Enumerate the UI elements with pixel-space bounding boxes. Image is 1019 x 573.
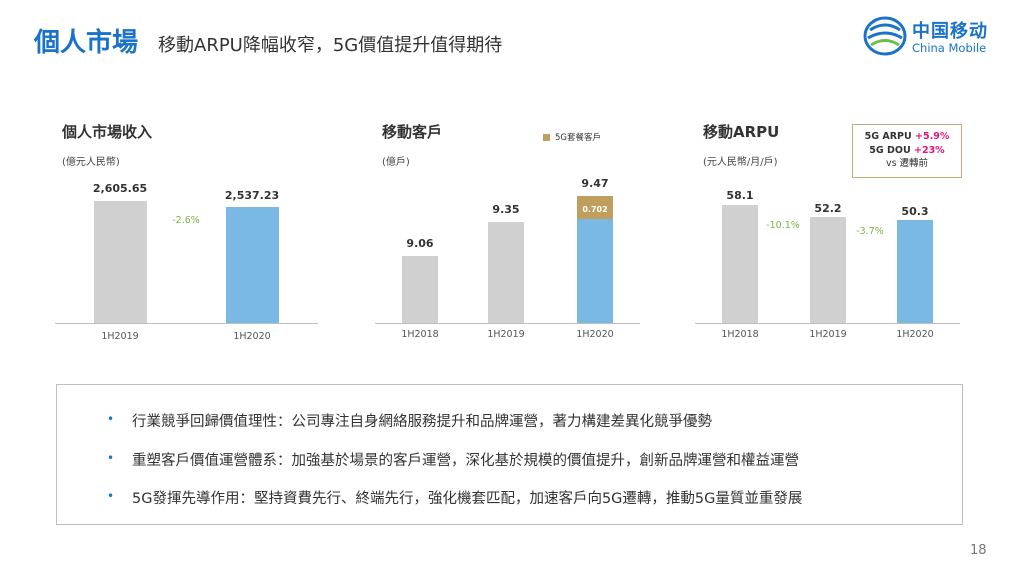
bar-1h2020 bbox=[226, 207, 279, 323]
value-label: 9.35 bbox=[492, 203, 520, 216]
segment-label: 0.702 bbox=[582, 205, 608, 214]
5g-arpu-label: 5G ARPU bbox=[864, 131, 916, 142]
bullet-item: 重塑客戶價值運營體系：加強基於場景的客戶運營，深化基於規模的價值提升，創新品牌運… bbox=[132, 453, 799, 469]
tick-label: 1H2019 bbox=[487, 329, 525, 340]
legend-swatch bbox=[543, 134, 550, 141]
x-axis bbox=[55, 323, 318, 324]
china-mobile-logo-icon bbox=[863, 16, 907, 56]
bar-1h2018 bbox=[722, 205, 758, 323]
bar-1h2019 bbox=[810, 217, 846, 323]
value-label: 58.1 bbox=[726, 189, 754, 202]
5g-growth-note: 5G ARPU +5.9% 5G DOU +23% vs 遷轉前 bbox=[852, 124, 962, 178]
tick-label: 1H2020 bbox=[233, 331, 271, 342]
chart-title: 移動客戶 bbox=[382, 123, 443, 141]
tick-label: 1H2018 bbox=[721, 329, 759, 340]
bullet-item: 5G發揮先導作用：堅持資費先行、終端先行，強化機套匹配，加速客戶向5G遷轉，推動… bbox=[132, 491, 803, 507]
bar-1h2019 bbox=[94, 201, 147, 323]
change-label: -2.6% bbox=[172, 215, 200, 226]
tick-label: 1H2019 bbox=[809, 329, 847, 340]
page-subtitle: 移動ARPU降幅收窄，5G價值提升值得期待 bbox=[158, 35, 503, 56]
tick-label: 1H2019 bbox=[101, 331, 139, 342]
5g-dou-value: +23% bbox=[914, 144, 945, 156]
tick-label: 1H2020 bbox=[896, 329, 934, 340]
bullet-marker: • bbox=[107, 412, 115, 426]
page-title: 個人市場 bbox=[34, 28, 139, 58]
legend-label: 5G套餐客戶 bbox=[555, 133, 601, 143]
5g-dou-line: 5G DOU +23% bbox=[853, 144, 961, 158]
change-label: -3.7% bbox=[856, 226, 884, 237]
value-label: 9.06 bbox=[406, 237, 434, 250]
logo-chinese-text: 中国移动 bbox=[912, 21, 988, 42]
logo-english-text: China Mobile bbox=[912, 41, 987, 55]
chart-unit: (億戶) bbox=[382, 157, 410, 168]
bar-1h2019 bbox=[488, 222, 524, 323]
value-label: 50.3 bbox=[901, 205, 929, 218]
value-label: 2,537.23 bbox=[224, 189, 280, 202]
bullet-item: 行業競爭回歸價值理性：公司專注自身網絡服務提升和品牌運營，著力構建差異化競爭優勢 bbox=[132, 414, 712, 430]
key-points-box: • 行業競爭回歸價值理性：公司專注自身網絡服務提升和品牌運營，著力構建差異化競爭… bbox=[56, 384, 963, 525]
chart-unit: (億元人民幣) bbox=[62, 157, 120, 168]
5g-arpu-value: +5.9% bbox=[915, 131, 950, 142]
tick-label: 1H2018 bbox=[401, 329, 439, 340]
chart-title: 移動ARPU bbox=[703, 123, 780, 141]
change-label: -10.1% bbox=[766, 220, 800, 231]
x-axis bbox=[375, 323, 640, 324]
value-label: 2,605.65 bbox=[92, 182, 148, 195]
bullet-marker: • bbox=[107, 489, 115, 503]
chart-title: 個人市場收入 bbox=[62, 123, 153, 141]
bar-1h2018 bbox=[402, 256, 438, 323]
5g-dou-label: 5G DOU bbox=[869, 144, 914, 156]
5g-arpu-line: 5G ARPU +5.9% bbox=[853, 130, 961, 144]
tick-label: 1H2020 bbox=[576, 329, 614, 340]
bar-1h2020 bbox=[577, 219, 613, 323]
bar-5g-package-segment bbox=[577, 196, 613, 219]
value-label: 9.47 bbox=[581, 177, 609, 190]
note-reference: vs 遷轉前 bbox=[885, 158, 929, 169]
value-label: 52.2 bbox=[814, 202, 842, 215]
bar-1h2020 bbox=[897, 220, 933, 323]
china-mobile-logo: 中国移动 China Mobile bbox=[862, 14, 1007, 60]
chart-unit: (元人民幣/月/戶) bbox=[703, 157, 778, 168]
page-number: 18 bbox=[970, 543, 987, 558]
x-axis bbox=[695, 323, 960, 324]
bullet-marker: • bbox=[107, 451, 115, 465]
